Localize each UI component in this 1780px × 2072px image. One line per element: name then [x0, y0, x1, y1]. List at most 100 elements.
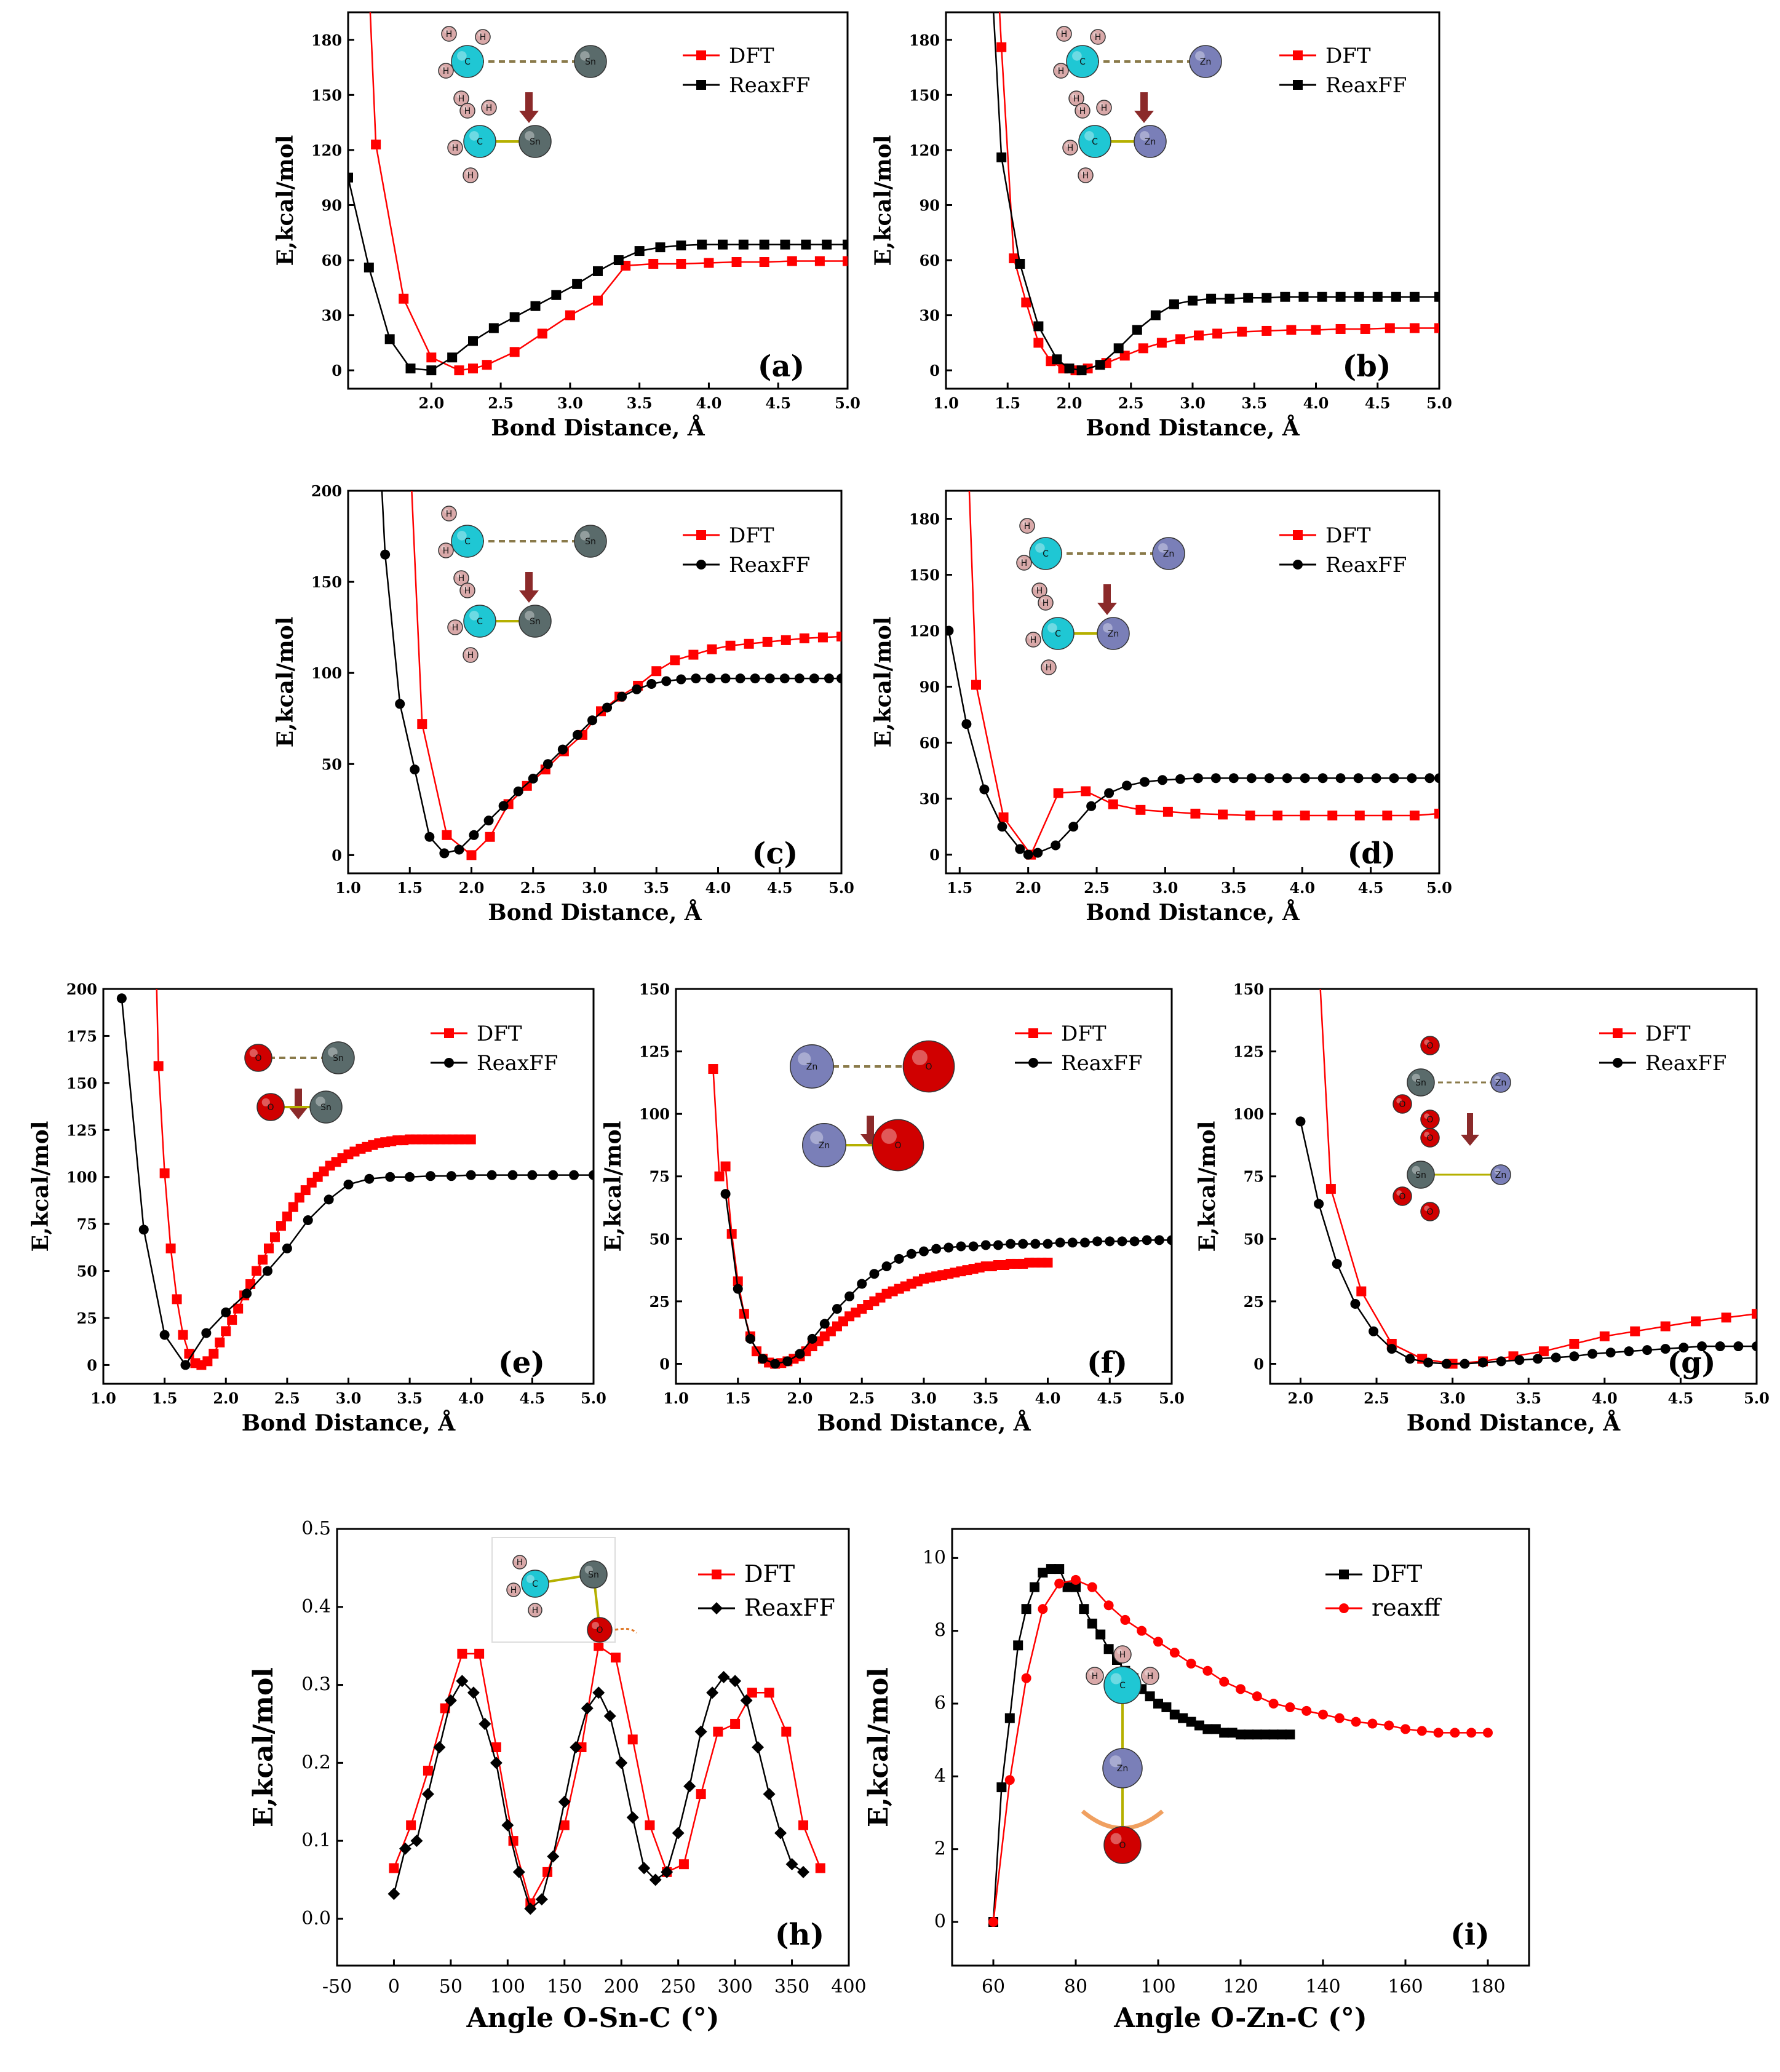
x-tick-label: 3.0	[1180, 394, 1206, 412]
x-tick-label: 2.5	[1084, 879, 1110, 897]
data-point-dft	[1385, 323, 1395, 333]
data-point-reaxff	[1018, 1239, 1028, 1249]
hydrogen-atom-bottom-1-shine	[1065, 143, 1070, 148]
data-point-reaxff	[509, 312, 520, 322]
data-point-reaxff	[1033, 321, 1044, 331]
data-point-reaxff	[424, 832, 435, 842]
y-tick-label: 0.0	[301, 1908, 331, 1929]
legend-label-reaxff: ReaxFF	[1325, 553, 1407, 578]
x-tick-label: 140	[1305, 1976, 1340, 1998]
legend-label-dft: DFT	[1325, 523, 1371, 548]
hydrogen-atom-0-label: H	[517, 1558, 523, 1568]
x-tick-label: 2.5	[488, 394, 514, 412]
hydrogen-atom-top-3-shine	[478, 32, 483, 37]
y-axis-label: E,kcal/mol	[248, 1667, 279, 1827]
x-tick-label: 3.5	[627, 394, 653, 412]
legend-marker-dft	[1339, 1570, 1349, 1579]
data-point-dft	[1156, 338, 1167, 348]
legend-marker-reaxff	[1028, 1058, 1038, 1068]
data-point-dft	[1186, 1717, 1196, 1727]
data-point-reaxff	[1351, 1717, 1361, 1727]
data-point-reaxff	[1384, 1720, 1394, 1731]
data-point-dft	[1660, 1321, 1671, 1332]
chart-panel-i: 60 80 100 120 140 160 180 0 2 4 6 8 10 Angle O-Zn-C (…	[863, 1528, 1530, 2034]
legend-label-dft: DFT	[1372, 1560, 1422, 1587]
data-point-reaxff	[551, 290, 562, 300]
data-point-reaxff	[797, 1865, 810, 1878]
data-point-dft	[708, 1064, 718, 1074]
data-point-reaxff	[634, 246, 645, 256]
data-point-dft	[610, 1653, 621, 1663]
chart-panel-e: 1.0 1.5 2.0 2.5 3.0 3.5 4.0 4.5 5.0 0 25 50 75 100 125…	[28, 980, 606, 1436]
y-tick-label: 75	[77, 1215, 97, 1233]
x-tick-label: 2.0	[1057, 394, 1083, 412]
data-point-dft	[258, 1255, 268, 1265]
atom-top-c-label: C	[464, 57, 471, 67]
sn-atom-bottom-shine	[1412, 1165, 1420, 1174]
y-tick-label: 90	[322, 196, 342, 214]
legend-marker-reaxff	[1339, 1603, 1349, 1613]
data-point-dft	[958, 290, 967, 300]
data-point-reaxff	[1407, 773, 1417, 784]
data-point-reaxff	[447, 352, 458, 363]
data-point-reaxff	[159, 1330, 170, 1340]
atom-bottom-sn-shine	[525, 131, 534, 141]
atom-bottom-sn	[519, 605, 552, 638]
data-point-reaxff	[1157, 775, 1167, 785]
data-point-reaxff	[869, 1269, 880, 1279]
data-point-reaxff	[1715, 1341, 1725, 1352]
data-point-dft	[594, 1641, 604, 1651]
hydrogen-atom-2-label: H	[532, 1606, 539, 1616]
data-point-reaxff	[822, 239, 832, 250]
y-tick-label: 150	[909, 566, 940, 584]
hydrogen-atom-top-1-label: H	[443, 66, 450, 76]
data-point-dft	[1268, 1729, 1279, 1740]
chart-panel-a: 2.0 2.5 3.0 3.5 4.0 4.5 5.0 0 30 60 90 120 150 180 Bon…	[272, 11, 860, 441]
data-point-reaxff	[548, 1170, 558, 1180]
data-point-reaxff	[572, 279, 582, 289]
x-tick-label: 2.5	[274, 1389, 300, 1407]
x-tick-label: 80	[1064, 1976, 1087, 1998]
data-point-reaxff	[1301, 1705, 1312, 1716]
legend-marker-dft	[712, 1570, 721, 1579]
data-point-dft	[457, 1648, 467, 1659]
hydrogen-atom-top-1-label: H	[1058, 66, 1065, 76]
transition-arrow	[1134, 92, 1154, 123]
data-point-dft	[269, 1232, 280, 1242]
data-point-reaxff	[655, 242, 666, 253]
y-tick-label: 180	[909, 31, 940, 49]
data-point-reaxff	[569, 1170, 579, 1180]
data-point-reaxff	[558, 1795, 571, 1808]
data-point-dft	[466, 850, 477, 860]
atom-top-o-label: O	[925, 1062, 932, 1072]
y-tick-label: 25	[650, 1293, 670, 1311]
hydrogen-atom-bottom-2-shine	[1044, 662, 1049, 667]
data-point-dft	[798, 1820, 809, 1830]
atom-top-zn-label: Zn	[806, 1062, 817, 1072]
data-point-reaxff	[364, 262, 374, 272]
data-point-reaxff	[1092, 1236, 1103, 1247]
hydrogen-atom-top-1	[1016, 555, 1032, 571]
y-tick-label: 0.4	[301, 1596, 331, 1618]
data-point-reaxff	[348, 172, 353, 183]
hydrogen-atom-2-shine	[1144, 1670, 1150, 1676]
data-point-dft	[1194, 330, 1204, 341]
data-point-reaxff	[1202, 1665, 1213, 1676]
plot-area	[993, 12, 1439, 376]
atom-top-zn-shine	[1195, 51, 1205, 61]
data-point-dft	[300, 1185, 311, 1196]
atom-top-zn-label: Zn	[1163, 549, 1174, 559]
x-tick-label: 1.5	[152, 1389, 178, 1407]
x-tick-label: 5.0	[828, 879, 854, 897]
data-point-dft	[799, 633, 809, 643]
data-point-reaxff	[507, 1170, 518, 1180]
x-tick-label: 120	[1223, 1976, 1258, 1998]
y-tick-label: 50	[1244, 1230, 1264, 1248]
data-point-reaxff	[626, 1811, 639, 1824]
x-axis-label: Bond Distance, Å	[1086, 900, 1300, 926]
data-point-reaxff	[557, 744, 568, 755]
data-point-dft	[1327, 810, 1338, 820]
data-point-reaxff	[1236, 1684, 1246, 1694]
atom-bottom-c	[463, 605, 496, 638]
